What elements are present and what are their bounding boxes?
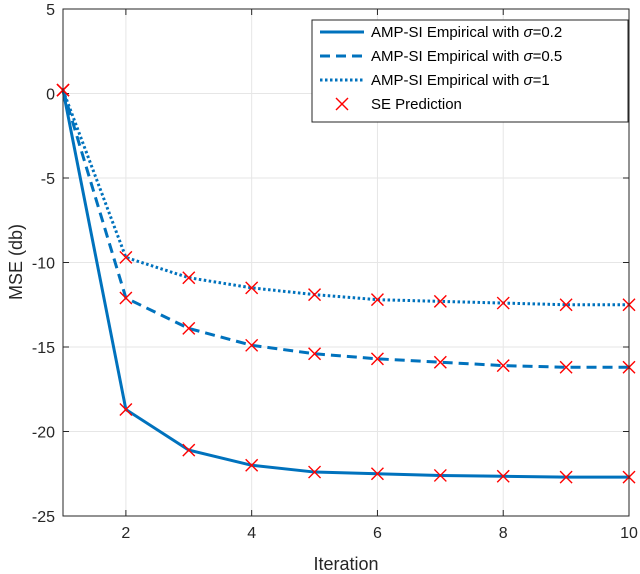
- y-tick-label: -20: [32, 425, 55, 442]
- marker-stroke: [433, 468, 447, 482]
- legend-label-symbol: σ: [524, 72, 534, 89]
- marker-stroke: [559, 470, 573, 484]
- legend-box: [311, 19, 629, 123]
- y-tick-label: -25: [32, 509, 55, 526]
- marker-stroke: [308, 347, 322, 361]
- marker-stroke: [496, 296, 510, 310]
- series-line-solid: [61, 89, 629, 479]
- legend-label: AMP-SI Empirical with σ=0.5: [371, 48, 562, 65]
- se-prediction-marker: [182, 443, 196, 457]
- y-tick-label: -10: [32, 256, 55, 273]
- marker-stroke: [559, 298, 573, 312]
- se-prediction-marker: [370, 293, 384, 307]
- series-line-dashed: [61, 89, 629, 369]
- legend-label-suffix: =0.2: [533, 24, 563, 41]
- x-tick-label: 6: [373, 525, 382, 542]
- se-prediction-marker: [119, 403, 133, 417]
- se-prediction-marker: [308, 465, 322, 479]
- y-tick-label: 0: [46, 87, 55, 104]
- se-prediction-marker: [559, 298, 573, 312]
- x-tick-label: 8: [499, 525, 508, 542]
- tick-labels: 2 4 6 8 10 5 0 -5 -10 -15 -20 -25: [32, 2, 638, 542]
- se-prediction-marker: [496, 469, 510, 483]
- se-prediction-marker: [496, 359, 510, 373]
- marker-stroke: [119, 403, 133, 417]
- se-prediction-marker: [182, 271, 196, 285]
- y-tick-label: 5: [46, 2, 55, 19]
- legend-label-suffix: =1: [533, 72, 550, 89]
- se-prediction-marker: [245, 458, 259, 472]
- se-prediction-marker: [308, 347, 322, 361]
- legend-label-suffix: =0.5: [533, 48, 563, 65]
- marker-stroke: [182, 271, 196, 285]
- se-prediction-marker: [245, 338, 259, 352]
- legend-label-symbol: σ: [524, 24, 534, 41]
- se-prediction-marker: [245, 281, 259, 295]
- se-prediction-marker: [559, 360, 573, 374]
- marker-stroke: [245, 281, 259, 295]
- legend-label-symbol: σ: [524, 48, 534, 65]
- plot-area-frame: [62, 8, 630, 517]
- x-tick-label: 4: [247, 525, 256, 542]
- se-prediction-marker: [308, 288, 322, 302]
- marker-stroke: [370, 293, 384, 307]
- legend-label-prefix: AMP-SI Empirical with: [371, 48, 524, 65]
- se-prediction-marker: [182, 321, 196, 335]
- legend-label: SE Prediction: [371, 96, 462, 113]
- se-prediction-marker: [433, 355, 447, 369]
- marker-stroke: [433, 294, 447, 308]
- se-prediction-marker: [559, 470, 573, 484]
- series-lines: [61, 89, 629, 479]
- marker-stroke: [433, 355, 447, 369]
- y-tick-label: -15: [32, 340, 55, 357]
- se-prediction-marker: [335, 97, 349, 111]
- series-line-dotted: [61, 89, 629, 307]
- marker-stroke: [245, 458, 259, 472]
- marker-stroke: [335, 97, 349, 111]
- legend-label: AMP-SI Empirical with σ=0.2: [371, 24, 562, 41]
- legend-label-prefix: AMP-SI Empirical with: [371, 72, 524, 89]
- y-axis-label: MSE (db): [6, 224, 26, 300]
- marker-stroke: [245, 338, 259, 352]
- se-prediction-marker: [433, 468, 447, 482]
- y-tick-label: -5: [41, 171, 55, 188]
- marker-stroke: [308, 465, 322, 479]
- marker-stroke: [182, 443, 196, 457]
- marker-stroke: [119, 291, 133, 305]
- se-prediction-marker: [496, 296, 510, 310]
- se-prediction-marker: [433, 294, 447, 308]
- x-tick-label: 2: [121, 525, 130, 542]
- se-prediction-marker: [119, 250, 133, 264]
- marker-stroke: [496, 359, 510, 373]
- x-axis-label: Iteration: [313, 554, 378, 574]
- legend-label: AMP-SI Empirical with σ=1: [371, 72, 550, 89]
- marker-stroke: [370, 352, 384, 366]
- se-prediction-marker: [370, 352, 384, 366]
- marker-stroke: [308, 288, 322, 302]
- marker-stroke: [496, 469, 510, 483]
- marker-stroke: [370, 467, 384, 481]
- marker-stroke: [559, 360, 573, 374]
- marker-stroke: [182, 321, 196, 335]
- x-tick-label: 10: [620, 525, 638, 542]
- marker-stroke: [119, 250, 133, 264]
- se-prediction-marker: [119, 291, 133, 305]
- se-prediction-marker: [370, 467, 384, 481]
- legend-label-prefix: AMP-SI Empirical with: [371, 24, 524, 41]
- se-markers: [56, 83, 636, 484]
